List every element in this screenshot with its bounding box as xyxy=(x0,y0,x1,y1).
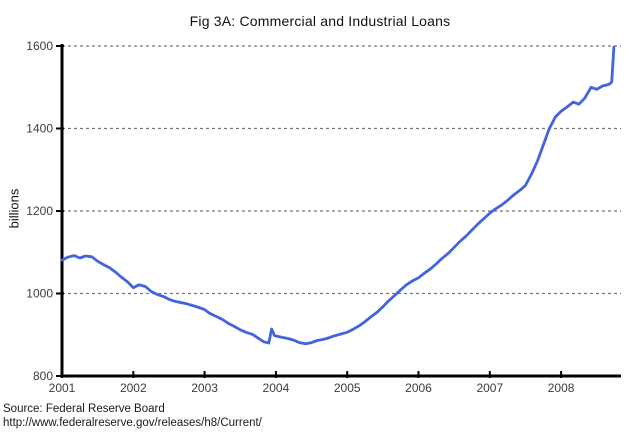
chart-footer: Source: Federal Reserve Board http://www… xyxy=(3,402,262,430)
x-tick-label-2008: 2008 xyxy=(548,381,575,395)
x-tick-label-2004: 2004 xyxy=(263,381,290,395)
chart-title: Fig 3A: Commercial and Industrial Loans xyxy=(189,13,451,29)
x-tick-label-2007: 2007 xyxy=(476,381,503,395)
data-line-series-0 xyxy=(60,45,616,346)
x-tick-label-2001: 2001 xyxy=(49,381,76,395)
y-tick-label-1600: 1600 xyxy=(26,39,53,53)
x-tick-label-2003: 2003 xyxy=(191,381,218,395)
x-tick-label-2005: 2005 xyxy=(334,381,361,395)
x-tick-label-2002: 2002 xyxy=(120,381,147,395)
source-text: Source: Federal Reserve Board xyxy=(3,403,165,415)
y-tick-label-1000: 1000 xyxy=(26,287,53,301)
y-tick-label-800: 800 xyxy=(33,369,53,383)
x-tick-label-2006: 2006 xyxy=(405,381,432,395)
y-tick-label-1400: 1400 xyxy=(26,122,53,136)
y-tick-label-1200: 1200 xyxy=(26,204,53,218)
source-url: http://www.federalreserve.gov/releases/h… xyxy=(3,417,262,429)
